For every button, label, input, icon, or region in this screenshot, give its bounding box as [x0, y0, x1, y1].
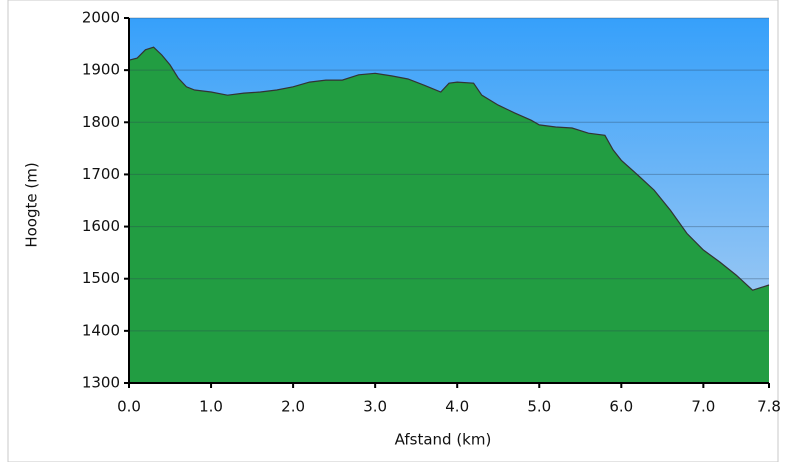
y-tick-label: 1400 [82, 321, 120, 339]
y-tick-label: 1700 [82, 165, 120, 183]
y-tick-label: 1800 [82, 113, 120, 131]
y-axis-label: Hoogte (m) [23, 162, 41, 247]
x-tick-label: 7.8 [757, 398, 781, 416]
x-tick-label: 3.0 [363, 398, 387, 416]
y-tick-label: 2000 [82, 9, 120, 27]
x-axis-label: Afstand (km) [395, 431, 492, 449]
y-tick-label: 1500 [82, 269, 120, 287]
x-tick-label: 5.0 [527, 398, 551, 416]
elevation-line [128, 46, 770, 291]
x-tick-label: 4.0 [445, 398, 469, 416]
x-tick-label: 7.0 [691, 398, 715, 416]
panel-border [7, 0, 779, 462]
elevation-area [129, 47, 769, 383]
y-tick-label: 1600 [82, 217, 120, 235]
y-tick-label: 1300 [82, 374, 120, 392]
x-tick-label: 0.0 [117, 398, 141, 416]
x-tick-label: 1.0 [199, 398, 223, 416]
x-tick-label: 2.0 [281, 398, 305, 416]
y-tick-label: 1900 [82, 61, 120, 79]
x-tick-label: 6.0 [609, 398, 633, 416]
